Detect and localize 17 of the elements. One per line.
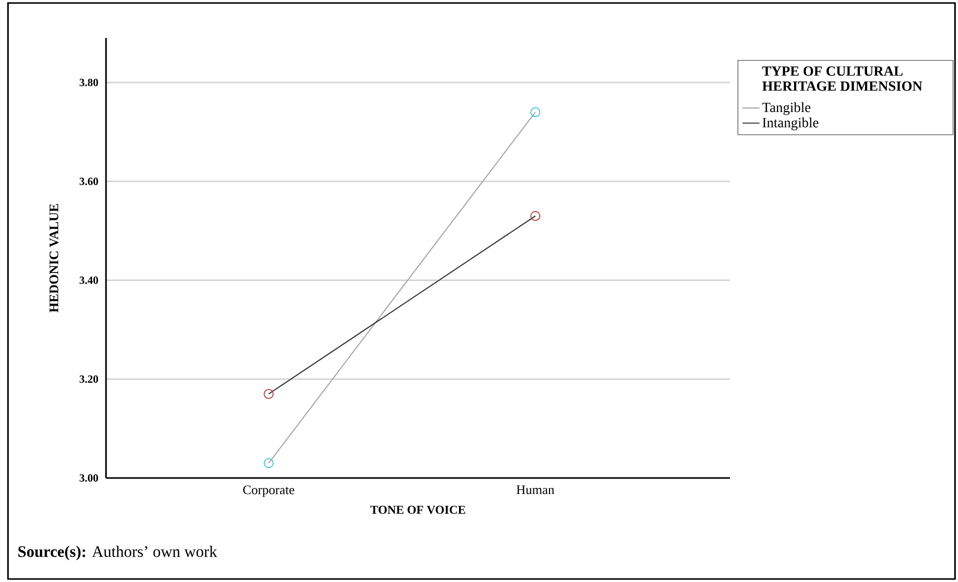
x-tick-label: Corporate (243, 486, 294, 497)
x-axis-title: TONE OF VOICE (370, 506, 466, 514)
y-tick-label: 3.20 (80, 375, 98, 383)
y-tick-label: 3.40 (80, 276, 98, 284)
point (530, 107, 540, 118)
legend-label: Intangible (762, 118, 818, 130)
point (530, 210, 540, 221)
text: Source(s): Authors’ own work (18, 546, 218, 560)
y-tick-label: 3.00 (80, 474, 98, 482)
y-tick-label: 3.60 (80, 178, 98, 186)
y-tick-label: 3.80 (80, 78, 98, 86)
y-axis-title: HEDONIC VALUE (50, 204, 58, 312)
legend-label: Tangible (762, 102, 810, 116)
x-tick-label: Human (516, 486, 554, 494)
point (264, 388, 274, 399)
point (264, 458, 274, 468)
legend-title: TYPE OF CULTURAL HERITAGE DIMENSION (762, 66, 922, 91)
